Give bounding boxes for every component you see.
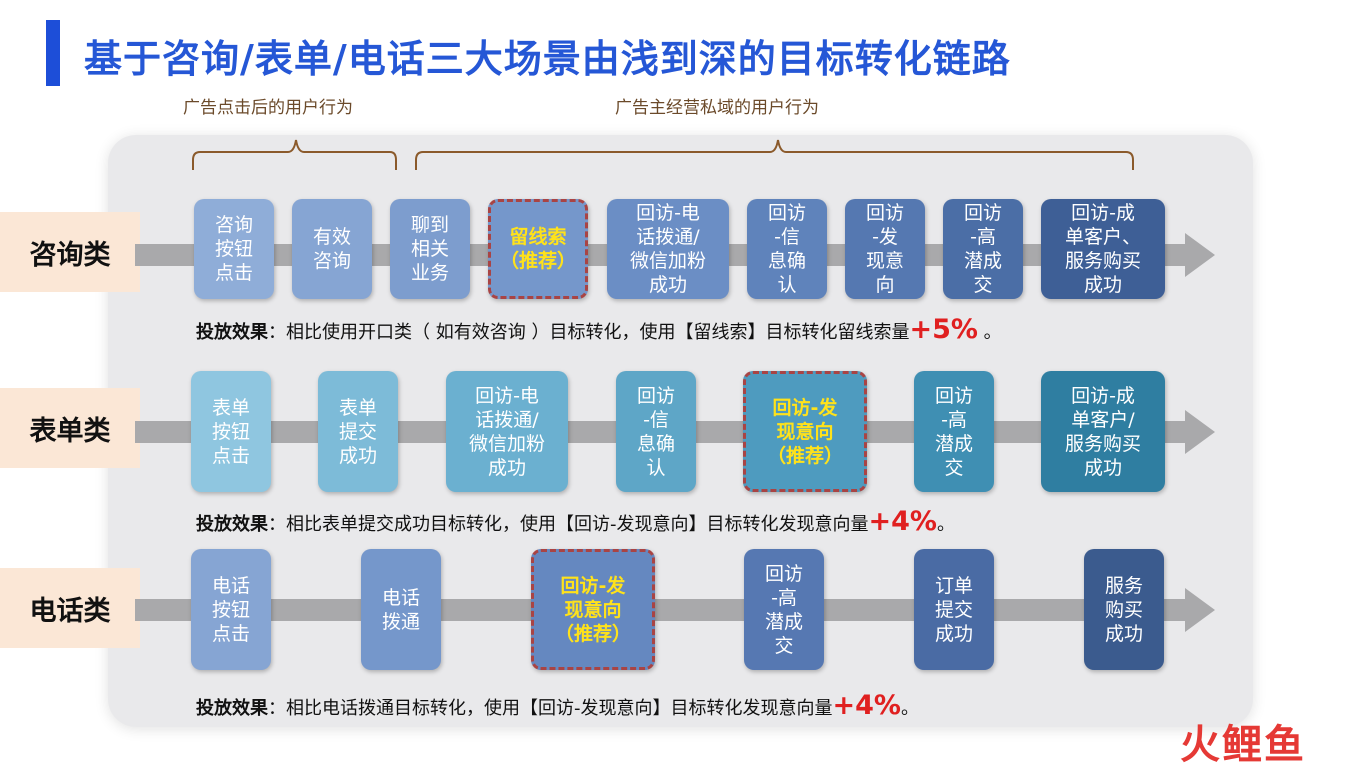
flow-box: 回访 -高 潜成 交 bbox=[914, 371, 994, 492]
flow-box: 回访 -高 潜成 交 bbox=[943, 199, 1023, 299]
flow-box: 服务 购买 成功 bbox=[1084, 549, 1164, 670]
row-arrow-head-form bbox=[1185, 410, 1215, 454]
row-label-phone: 电话类 bbox=[0, 568, 140, 648]
flow-box: 回访-电 话拨通/ 微信加粉 成功 bbox=[446, 371, 568, 492]
brackets bbox=[192, 139, 1134, 170]
flow-box: 回访 -发 现意 向 bbox=[845, 199, 925, 299]
flow-box: 回访-成 单客户、 服务购买 成功 bbox=[1041, 199, 1165, 299]
brand-watermark: 火鲤鱼 bbox=[1180, 722, 1306, 768]
effect-phone: 投放效果：相比电话拨通目标转化，使用【回访-发现意向】目标转化发现意向量+4%。 bbox=[196, 690, 919, 721]
row-arrow-head-consult bbox=[1185, 233, 1215, 277]
flow-box: 回访 -信 息确 认 bbox=[747, 199, 827, 299]
flow-box: 表单 按钮 点击 bbox=[191, 371, 271, 492]
flow-box: 有效 咨询 bbox=[292, 199, 372, 299]
flow-box: 电话 拨通 bbox=[361, 549, 441, 670]
flow-box-recommended: 回访-发 现意向 （推荐） bbox=[743, 371, 867, 492]
row-label-form: 表单类 bbox=[0, 388, 140, 468]
flow-box: 回访-电 话拨通/ 微信加粉 成功 bbox=[607, 199, 729, 299]
flow-box: 回访 -信 息确 认 bbox=[616, 371, 696, 492]
row-arrow-head-phone bbox=[1185, 588, 1215, 632]
flow-box: 表单 提交 成功 bbox=[318, 371, 398, 492]
flow-box-recommended: 回访-发 现意向 （推荐） bbox=[531, 549, 655, 670]
title-accent-bar bbox=[46, 20, 60, 86]
bracket-label-right: 广告主经营私域的用户行为 bbox=[615, 98, 819, 118]
flow-box: 咨询 按钮 点击 bbox=[194, 199, 274, 299]
flow-box: 聊到 相关 业务 bbox=[390, 199, 470, 299]
flow-box: 回访-成 单客户/ 服务购买 成功 bbox=[1041, 371, 1165, 492]
row-arrow-phone bbox=[135, 599, 1190, 621]
effect-pct: +4% bbox=[832, 690, 901, 721]
flow-box: 订单 提交 成功 bbox=[914, 549, 994, 670]
bracket-left bbox=[192, 139, 397, 170]
bracket-label-left: 广告点击后的用户行为 bbox=[183, 98, 353, 118]
page-title: 基于咨询/表单/电话三大场景由浅到深的目标转化链路 bbox=[84, 37, 1011, 81]
row-label-consult: 咨询类 bbox=[0, 212, 140, 292]
flow-box: 回访 -高 潜成 交 bbox=[744, 549, 824, 670]
effect-consult: 投放效果：相比使用开口类（ 如有效咨询 ）目标转化，使用【留线索】目标转化留线索… bbox=[196, 314, 1002, 345]
flow-box: 电话 按钮 点击 bbox=[191, 549, 271, 670]
effect-pct: +5% bbox=[909, 314, 978, 345]
effect-pct: +4% bbox=[868, 506, 937, 537]
effect-form: 投放效果：相比表单提交成功目标转化，使用【回访-发现意向】目标转化发现意向量+4… bbox=[196, 506, 955, 537]
bracket-right bbox=[415, 139, 1134, 170]
flow-box-recommended: 留线索 （推荐） bbox=[488, 199, 588, 299]
